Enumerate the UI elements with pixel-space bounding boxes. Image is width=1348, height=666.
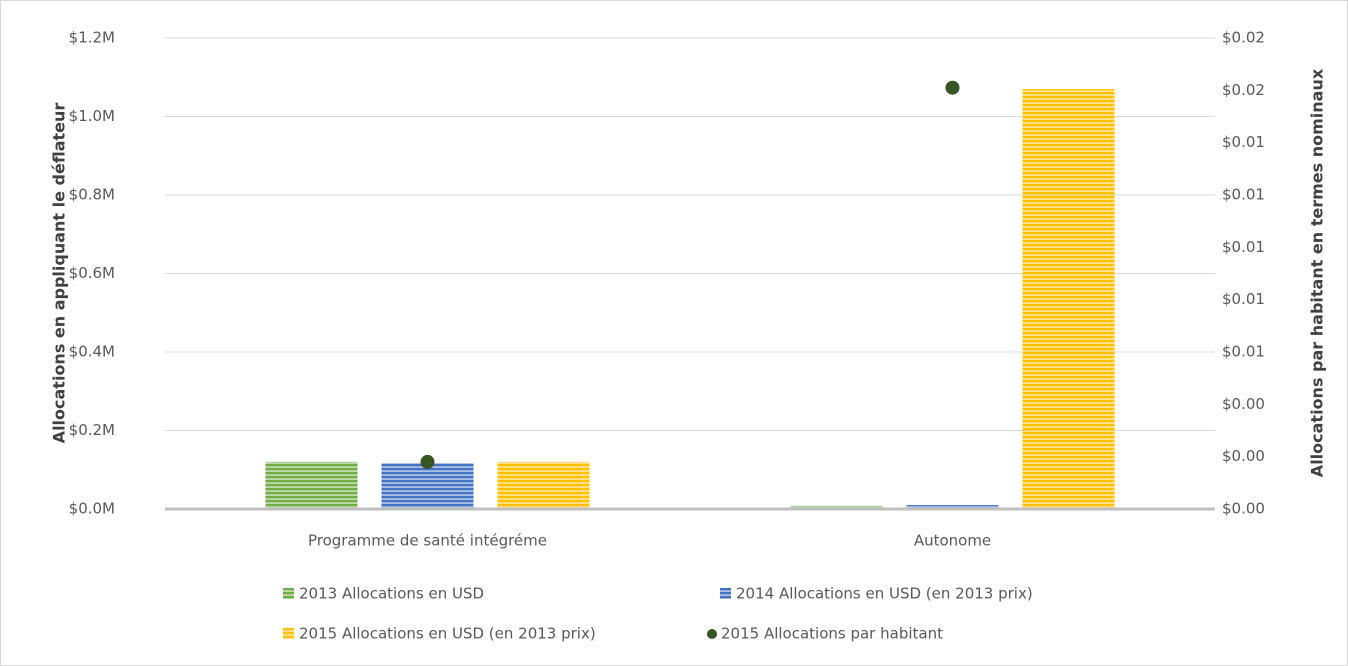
y2-tick-label: $0.00 xyxy=(1222,447,1265,465)
bar xyxy=(906,505,999,509)
x-tick-label: Autonome xyxy=(914,532,991,550)
y2-tick-label: $0.01 xyxy=(1222,133,1265,151)
legend-swatch xyxy=(283,628,294,639)
x-tick-label: Programme de santé intégréme xyxy=(308,532,547,550)
y2-axis-title: Allocations par habitant en termes nomin… xyxy=(1308,68,1327,477)
legend-swatch xyxy=(720,588,731,599)
legend-label: 2014 Allocations en USD (en 2013 prix) xyxy=(736,585,1033,603)
point xyxy=(945,80,960,95)
y-axis-title: Allocations en appliquant le déflateur xyxy=(50,103,69,444)
y-tick-label: $0.2M xyxy=(69,421,115,439)
y2-tick-label: $0.02 xyxy=(1222,29,1265,47)
bar xyxy=(265,461,358,509)
y-tick-label: $0.0M xyxy=(69,500,115,518)
bar xyxy=(790,505,883,509)
y2-tick-label: $0.01 xyxy=(1222,186,1265,204)
y2-tick-label: $0.01 xyxy=(1222,290,1265,308)
legend-label: 2015 Allocations en USD (en 2013 prix) xyxy=(299,625,596,643)
bar xyxy=(381,463,474,509)
y-tick-label: $1.2M xyxy=(69,29,115,47)
y-tick-label: $0.6M xyxy=(69,264,115,282)
bar xyxy=(497,461,590,509)
y-tick-label: $0.4M xyxy=(69,343,115,361)
y2-tick-label: $0.01 xyxy=(1222,343,1265,361)
legend-marker xyxy=(707,629,717,639)
legend-swatch xyxy=(283,588,294,599)
y-tick-label: $0.8M xyxy=(69,186,115,204)
legend-label: 2013 Allocations en USD xyxy=(299,585,484,603)
y2-tick-label: $0.02 xyxy=(1222,81,1265,99)
y2-tick-label: $0.00 xyxy=(1222,500,1265,518)
y2-tick-label: $0.01 xyxy=(1222,238,1265,256)
legend-label: 2015 Allocations par habitant xyxy=(721,625,943,643)
y-tick-label: $1.0M xyxy=(69,107,115,125)
point xyxy=(420,454,435,469)
bar xyxy=(1022,89,1115,510)
y2-tick-label: $0.00 xyxy=(1222,395,1265,413)
